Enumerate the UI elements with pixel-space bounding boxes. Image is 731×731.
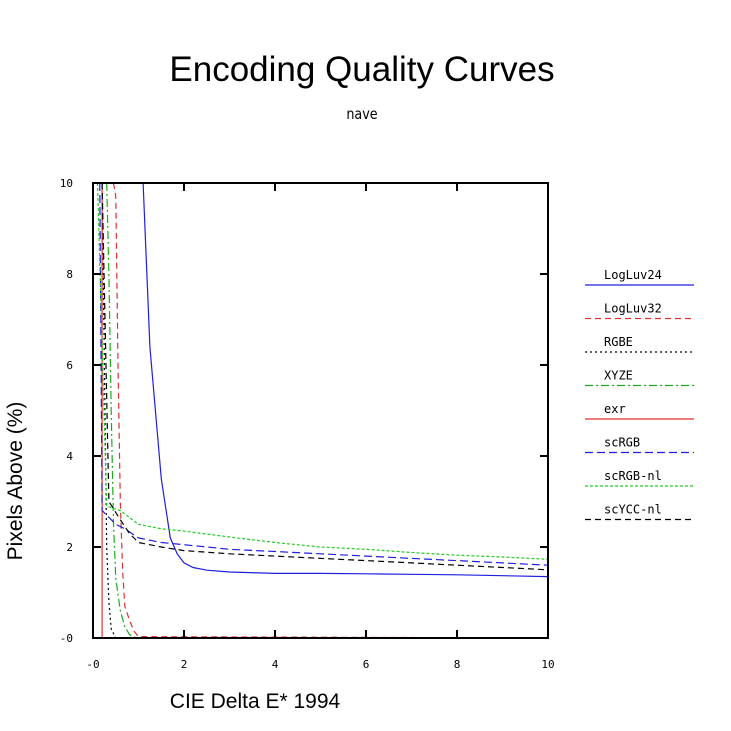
x-axis-label: CIE Delta E* 1994 (170, 690, 341, 713)
y-tick-label: 8 (66, 268, 73, 281)
plot-frame (92, 182, 549, 639)
chart-title: Encoding Quality Curves (169, 50, 555, 89)
legend-label: LogLuv24 (604, 268, 662, 282)
x-tick-label: 2 (181, 658, 188, 671)
ticks-layer: -0 2 4 6 8 10 -0 2 4 6 8 10 (60, 177, 555, 671)
x-tick-label: 10 (541, 658, 554, 671)
series-line-logluv24 (142, 183, 548, 578)
legend-label: scYCC-nl (604, 503, 662, 517)
y-tick-label: 10 (60, 177, 73, 190)
chart-subtitle: nave (346, 105, 378, 123)
series-line-rgbe (101, 183, 548, 638)
legend-label: scRGB (604, 436, 640, 450)
x-tick-label: 6 (363, 658, 370, 671)
y-tick-label: 6 (66, 359, 73, 372)
series-line-logluv32 (112, 183, 548, 638)
series-layer (96, 183, 548, 638)
x-tick-label: -0 (86, 658, 99, 671)
legend-label: exr (604, 402, 626, 416)
series-line-exr (101, 183, 548, 638)
y-tick-label: 4 (66, 450, 73, 463)
legend: LogLuv24 LogLuv32 RGBE XYZE exr scRGB scRGB-nl… (585, 268, 694, 521)
legend-label: XYZE (604, 369, 633, 383)
x-tick-label: 4 (272, 658, 279, 671)
y-tick-label: 2 (66, 541, 73, 554)
series-line-scycc-nl (101, 183, 548, 571)
series-line-scrgb (99, 183, 548, 566)
y-tick-label: -0 (60, 632, 73, 645)
series-line-scrgb-nl (96, 183, 548, 560)
x-tick-label: 8 (454, 658, 461, 671)
legend-label: LogLuv32 (604, 302, 662, 316)
legend-label: RGBE (604, 335, 633, 349)
series-line-xyze (106, 183, 548, 638)
legend-label: scRGB-nl (604, 469, 662, 483)
y-axis-label: Pixels Above (%) (4, 402, 27, 561)
